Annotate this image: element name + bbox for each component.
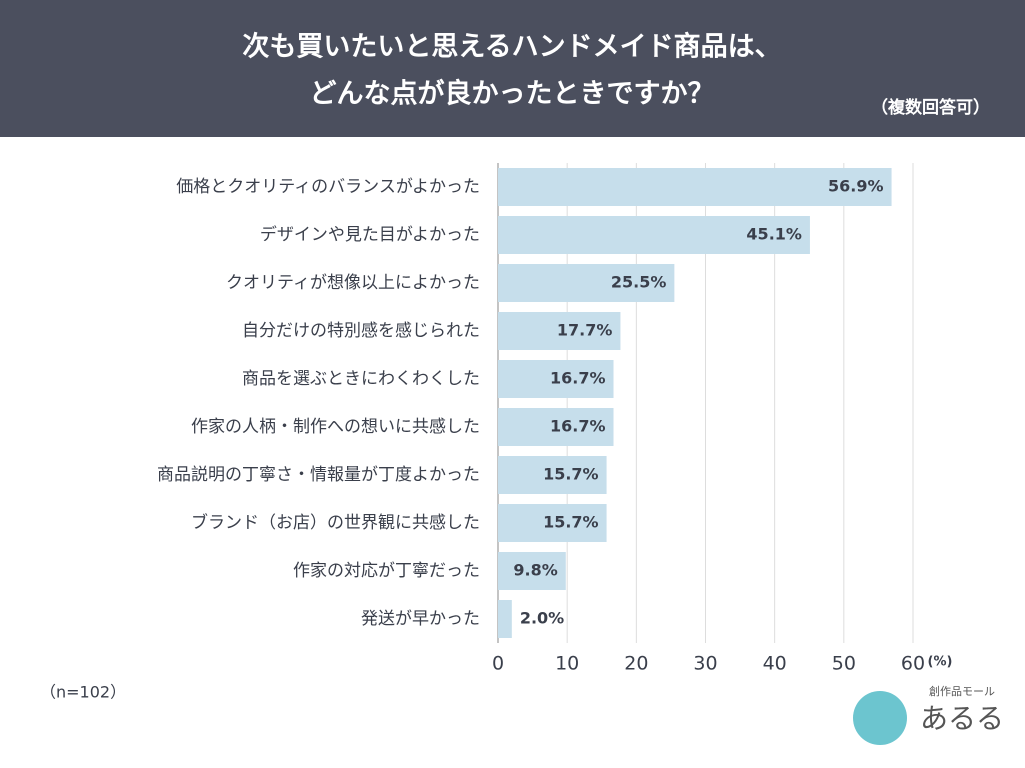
value-label: 9.8% — [513, 561, 557, 580]
sample-note: （n=102） — [40, 683, 126, 702]
x-tick-label: 60 — [901, 653, 925, 675]
bar — [498, 408, 614, 446]
value-label: 15.7% — [543, 513, 599, 532]
bar — [498, 600, 512, 638]
category-label: クオリティが想像以上によかった — [226, 273, 480, 293]
category-label: 作家の対応が丁寧だった — [293, 561, 480, 581]
category-label: 価格とクオリティのバランスがよかった — [176, 177, 480, 197]
category-label: 自分だけの特別感を感じられた — [242, 321, 480, 341]
value-label: 17.7% — [557, 321, 613, 340]
x-tick-label: 10 — [555, 653, 579, 675]
header-band — [0, 0, 1025, 137]
value-label: 16.7% — [550, 417, 606, 436]
logo-tagline: 創作品モール — [929, 684, 995, 698]
value-label: 2.0% — [520, 609, 564, 628]
bar — [498, 168, 892, 206]
logo-circle — [853, 691, 907, 745]
value-label: 56.9% — [828, 177, 884, 196]
category-label: 商品を選ぶときにわくわくした — [242, 369, 480, 389]
x-tick-label: 0 — [492, 653, 504, 675]
category-label: 商品説明の丁寧さ・情報量が丁度よかった — [157, 465, 480, 485]
category-label: デザインや見た目がよかった — [260, 224, 480, 245]
bar — [498, 216, 810, 254]
x-unit: (%) — [928, 655, 953, 670]
x-tick-label: 30 — [693, 653, 717, 675]
x-tick-label: 20 — [624, 653, 648, 675]
chart-title: 次も買いたいと思えるハンドメイド商品は、 — [242, 32, 781, 63]
value-label: 15.7% — [543, 465, 599, 484]
bar — [498, 552, 566, 590]
bar — [498, 312, 621, 350]
chart-title: どんな点が良かったときですか？ — [310, 78, 715, 110]
logo-name: あるる — [920, 702, 1004, 735]
bar — [498, 264, 675, 302]
chart-subtitle: （複数回答可） — [871, 97, 990, 118]
category-label: 作家の人柄・制作への想いに共感した — [191, 417, 480, 437]
value-label: 16.7% — [550, 369, 606, 388]
value-label: 45.1% — [746, 225, 802, 244]
x-tick-label: 50 — [832, 653, 856, 675]
bar — [498, 360, 614, 398]
category-label: ブランド（お店）の世界観に共感した — [191, 512, 480, 533]
category-label: 発送が早かった — [361, 609, 480, 629]
bar — [498, 456, 607, 494]
logo: 創作品モール あるる — [853, 684, 1004, 745]
x-tick-label: 40 — [763, 653, 787, 675]
bar — [498, 504, 607, 542]
value-label: 25.5% — [611, 273, 667, 292]
